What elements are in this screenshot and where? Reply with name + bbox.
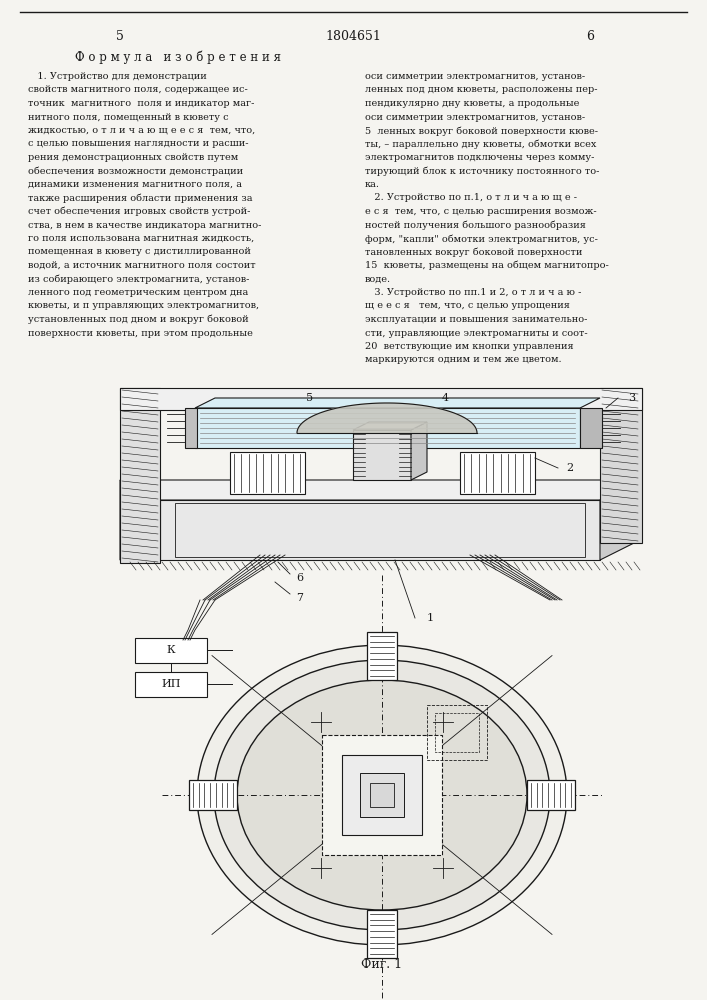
Text: ИП: ИП (161, 679, 181, 689)
Text: форм, "капли" обмотки электромагнитов, ус-: форм, "капли" обмотки электромагнитов, у… (365, 234, 598, 243)
Polygon shape (411, 422, 427, 480)
Bar (580, 408, 602, 448)
Bar (460, 452, 535, 494)
Bar (360, 773, 404, 817)
Text: 6: 6 (586, 30, 594, 43)
Text: установленных под дном и вокруг боковой: установленных под дном и вокруг боковой (28, 315, 249, 324)
Text: Ф о р м у л а   и з о б р е т е н и я: Ф о р м у л а и з о б р е т е н и я (75, 50, 281, 64)
Text: 15  кюветы, размещены на общем магнитопро-: 15 кюветы, размещены на общем магнитопро… (365, 261, 609, 270)
Text: кюветы, и п управляющих электромагнитов,: кюветы, и п управляющих электромагнитов, (28, 302, 259, 310)
Text: свойств магнитного поля, содержащее ис-: свойств магнитного поля, содержащее ис- (28, 86, 247, 95)
Text: К: К (167, 645, 175, 655)
Bar (120, 388, 160, 563)
Polygon shape (120, 480, 640, 500)
Text: тановленных вокруг боковой поверхности: тановленных вокруг боковой поверхности (365, 247, 583, 257)
Text: 6: 6 (296, 573, 303, 583)
Text: 5: 5 (116, 30, 124, 43)
Text: 1. Устройство для демонстрации: 1. Устройство для демонстрации (28, 72, 206, 81)
Text: ностей получения большого разнообразия: ностей получения большого разнообразия (365, 221, 586, 230)
Text: с целью повышения наглядности и расши-: с целью повышения наглядности и расши- (28, 139, 248, 148)
Ellipse shape (237, 680, 527, 910)
Text: 7: 7 (296, 593, 303, 603)
Ellipse shape (214, 660, 550, 930)
Text: щ е е с я   тем, что, с целью упрощения: щ е е с я тем, что, с целью упрощения (365, 302, 570, 310)
Text: помещенная в кювету с дистиллированной: помещенная в кювету с дистиллированной (28, 247, 251, 256)
Text: ства, в нем в качестве индикатора магнитно-: ства, в нем в качестве индикатора магнит… (28, 221, 262, 230)
Text: воде.: воде. (365, 274, 391, 284)
Text: нитного поля, помещенный в кювету с: нитного поля, помещенный в кювету с (28, 112, 228, 121)
Text: жидкостью, о т л и ч а ю щ е е с я  тем, что,: жидкостью, о т л и ч а ю щ е е с я тем, … (28, 126, 255, 135)
Text: 2: 2 (566, 463, 573, 473)
Text: е с я  тем, что, с целью расширения возмож-: е с я тем, что, с целью расширения возмо… (365, 207, 597, 216)
Text: счет обеспечения игровых свойств устрой-: счет обеспечения игровых свойств устрой- (28, 207, 250, 217)
Bar (527, 780, 575, 810)
Text: точник  магнитного  поля и индикатор маг-: точник магнитного поля и индикатор маг- (28, 99, 255, 108)
Text: пендикулярно дну кюветы, а продольные: пендикулярно дну кюветы, а продольные (365, 99, 579, 108)
Text: 2. Устройство по п.1, о т л и ч а ю щ е -: 2. Устройство по п.1, о т л и ч а ю щ е … (365, 194, 577, 202)
Text: 1804651: 1804651 (325, 30, 381, 43)
Text: сти, управляющие электромагниты и соот-: сти, управляющие электромагниты и соот- (365, 328, 588, 338)
Text: ленных под дном кюветы, расположены пер-: ленных под дном кюветы, расположены пер- (365, 86, 597, 95)
Bar (189, 780, 237, 810)
Text: го поля использована магнитная жидкость,: го поля использована магнитная жидкость, (28, 234, 255, 243)
Polygon shape (195, 398, 600, 408)
Text: рения демонстрационных свойств путем: рения демонстрационных свойств путем (28, 153, 238, 162)
Bar (367, 910, 397, 958)
Text: оси симметрии электромагнитов, установ-: оси симметрии электромагнитов, установ- (365, 112, 585, 121)
Bar (175, 503, 585, 557)
Ellipse shape (197, 645, 567, 945)
Text: поверхности кюветы, при этом продольные: поверхности кюветы, при этом продольные (28, 328, 253, 338)
Text: 1: 1 (426, 613, 433, 623)
Bar (185, 408, 197, 448)
Text: эксплуатации и повышения занимательно-: эксплуатации и повышения занимательно- (365, 315, 588, 324)
Bar (370, 783, 394, 807)
Bar (342, 755, 422, 835)
Text: оси симметрии электромагнитов, установ-: оси симметрии электромагнитов, установ- (365, 72, 585, 81)
Bar (160, 500, 600, 560)
Text: маркируются одним и тем же цветом.: маркируются одним и тем же цветом. (365, 356, 561, 364)
Bar (135, 638, 207, 663)
Polygon shape (120, 480, 160, 560)
Text: 20  ветствующие им кнопки управления: 20 ветствующие им кнопки управления (365, 342, 573, 351)
Bar (135, 672, 207, 697)
Bar (353, 430, 411, 480)
Text: обеспечения возможности демонстрации: обеспечения возможности демонстрации (28, 166, 243, 176)
Text: динамики изменения магнитного поля, а: динамики изменения магнитного поля, а (28, 180, 242, 189)
Bar (322, 735, 442, 855)
Text: 5  ленных вокруг боковой поверхности кюве-: 5 ленных вокруг боковой поверхности кюве… (365, 126, 598, 135)
Text: ка.: ка. (365, 180, 380, 189)
Polygon shape (195, 408, 580, 448)
Text: тирующий блок к источнику постоянного то-: тирующий блок к источнику постоянного то… (365, 166, 600, 176)
Text: из собирающего электромагнита, установ-: из собирающего электромагнита, установ- (28, 274, 250, 284)
Bar (435, 713, 479, 752)
Text: ты, – параллельно дну кюветы, обмотки всех: ты, – параллельно дну кюветы, обмотки вс… (365, 139, 597, 149)
Text: 4: 4 (441, 393, 448, 403)
Bar (427, 705, 487, 760)
Bar (600, 388, 642, 543)
Text: также расширения области применения за: также расширения области применения за (28, 194, 252, 203)
Bar (367, 632, 397, 680)
Text: 5: 5 (306, 393, 314, 403)
Polygon shape (353, 422, 427, 430)
Text: 3. Устройство по пп.1 и 2, о т л и ч а ю -: 3. Устройство по пп.1 и 2, о т л и ч а ю… (365, 288, 581, 297)
Text: 3: 3 (629, 393, 636, 403)
Text: электромагнитов подключены через комму-: электромагнитов подключены через комму- (365, 153, 595, 162)
Bar (120, 388, 642, 410)
Bar (230, 452, 305, 494)
Polygon shape (600, 480, 640, 560)
Text: Фиг. 1: Фиг. 1 (361, 958, 402, 972)
Text: ленного под геометрическим центром дна: ленного под геометрическим центром дна (28, 288, 248, 297)
Text: водой, а источник магнитного поля состоит: водой, а источник магнитного поля состои… (28, 261, 256, 270)
Polygon shape (297, 403, 477, 433)
